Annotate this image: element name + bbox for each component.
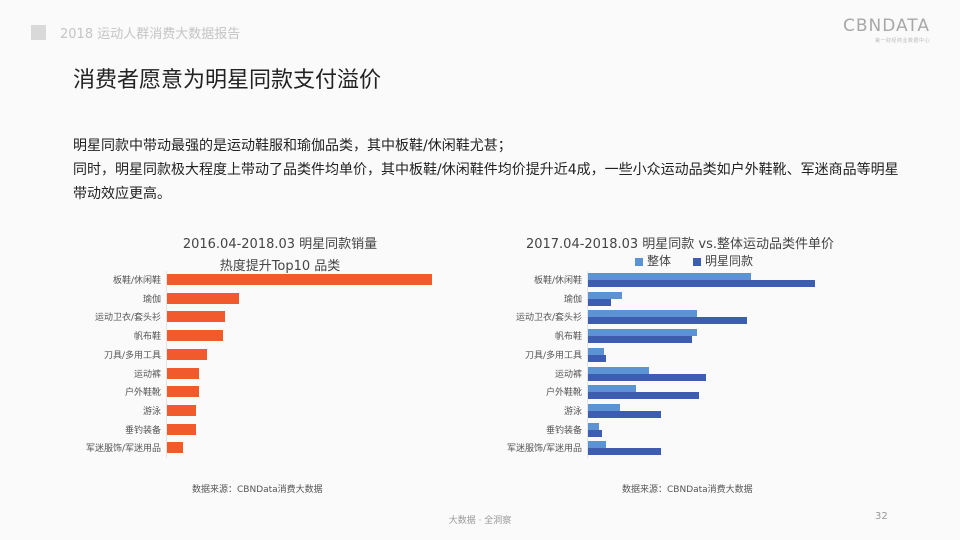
description-line-2: 同时，明星同款极大程度上带动了品类件均单价，其中板鞋/休闲鞋件均价提升近4成，一… [73,162,899,202]
left-bar [167,330,223,342]
star-bar [588,373,707,381]
star-bar [588,410,661,418]
star-bar [588,448,661,456]
left-bar [167,423,197,435]
left-category-label: 运动卫衣/套头衫 [94,313,161,324]
overall-bar [588,403,620,411]
left-category-label: 军迷服饰/军迷用品 [85,444,161,455]
right-chart-title: 2017.04-2018.03 明星同款 vs.整体运动品类件单价 [525,237,835,252]
left-bar [167,367,199,379]
star-bar [588,336,693,344]
right-category-label: 垂钓装备 [545,425,582,436]
right-category-label: 运动卫衣/套头衫 [515,313,582,324]
left-bar [167,404,197,416]
left-category-label: 垂钓装备 [124,425,161,436]
left-category-label: 帆布鞋 [133,332,161,343]
overall-bar [588,385,636,393]
left-chart-title: 2016.04-2018.03 明星同款销量 [182,237,378,252]
left-category-label: 户外鞋靴 [124,388,161,399]
right-category-label: 刀具/多用工具 [524,350,582,361]
left-bar [167,292,239,304]
right-chart-source: 数据来源：CBNData消费大数据 [622,485,753,495]
legend-item-star: 明星同款 [693,252,753,269]
right-chart-legend: 整体 明星同款 [635,252,753,269]
left-bar [167,311,226,323]
overall-bar [588,422,600,430]
left-category-label: 板鞋/休闲鞋 [112,276,161,286]
overall-bar [588,366,650,374]
description: 明星同款中带动最强的是运动鞋服和瑜伽品类，其中板鞋/休闲鞋尤甚； 同时，明星同款… [73,134,903,206]
overall-bar [588,441,607,449]
left-bar [167,386,199,398]
legend-swatch-overall-icon [635,257,643,266]
footer-tagline: 大数据 · 全洞察 [448,516,512,526]
right-category-label: 瑜伽 [563,294,582,305]
left-chart-axis [166,271,167,458]
right-category-label: 游泳 [563,406,582,417]
header-square-icon [31,25,46,40]
left-bar [167,348,207,360]
right-category-label: 运动裤 [554,369,582,380]
description-line-1: 明星同款中带动最强的是运动鞋服和瑜伽品类，其中板鞋/休闲鞋尤甚； [73,138,512,154]
left-category-label: 游泳 [142,406,161,417]
right-category-label: 户外鞋靴 [545,388,582,399]
star-bar [588,317,747,325]
report-title: 2018 运动人群消费大数据报告 [60,27,241,42]
overall-bar [588,291,623,299]
star-bar [588,298,611,306]
left-category-label: 运动裤 [133,369,161,380]
left-chart-source: 数据来源：CBNData消费大数据 [192,485,323,495]
overall-bar [588,273,752,280]
page-title: 消费者愿意为明星同款支付溢价 [73,68,382,93]
star-bar [588,429,602,437]
cbndata-logo: CBNDATA 第一财经商业数据中心 [843,16,930,44]
star-bar [588,354,607,362]
left-bar [167,274,432,285]
left-chart-subtitle: 热度提升Top10 品类 [219,259,341,274]
left-bar [167,442,183,454]
right-category-label: 板鞋/休闲鞋 [533,276,582,286]
star-bar [588,392,700,400]
right-category-label: 帆布鞋 [554,332,582,343]
page-number: 32 [875,511,888,522]
logo-subtitle: 第一财经商业数据中心 [874,38,930,44]
right-category-label: 军迷服饰/军迷用品 [506,444,582,455]
right-chart-axis [587,271,588,458]
left-category-label: 瑜伽 [142,294,161,305]
logo-brand: CBNDATA [842,16,930,36]
left-category-label: 刀具/多用工具 [103,350,161,361]
overall-bar [588,329,697,337]
legend-swatch-star-icon [693,257,702,266]
star-bar [588,280,815,287]
overall-bar [588,310,697,318]
overall-bar [588,347,604,355]
legend-item-overall: 整体 [635,252,671,269]
